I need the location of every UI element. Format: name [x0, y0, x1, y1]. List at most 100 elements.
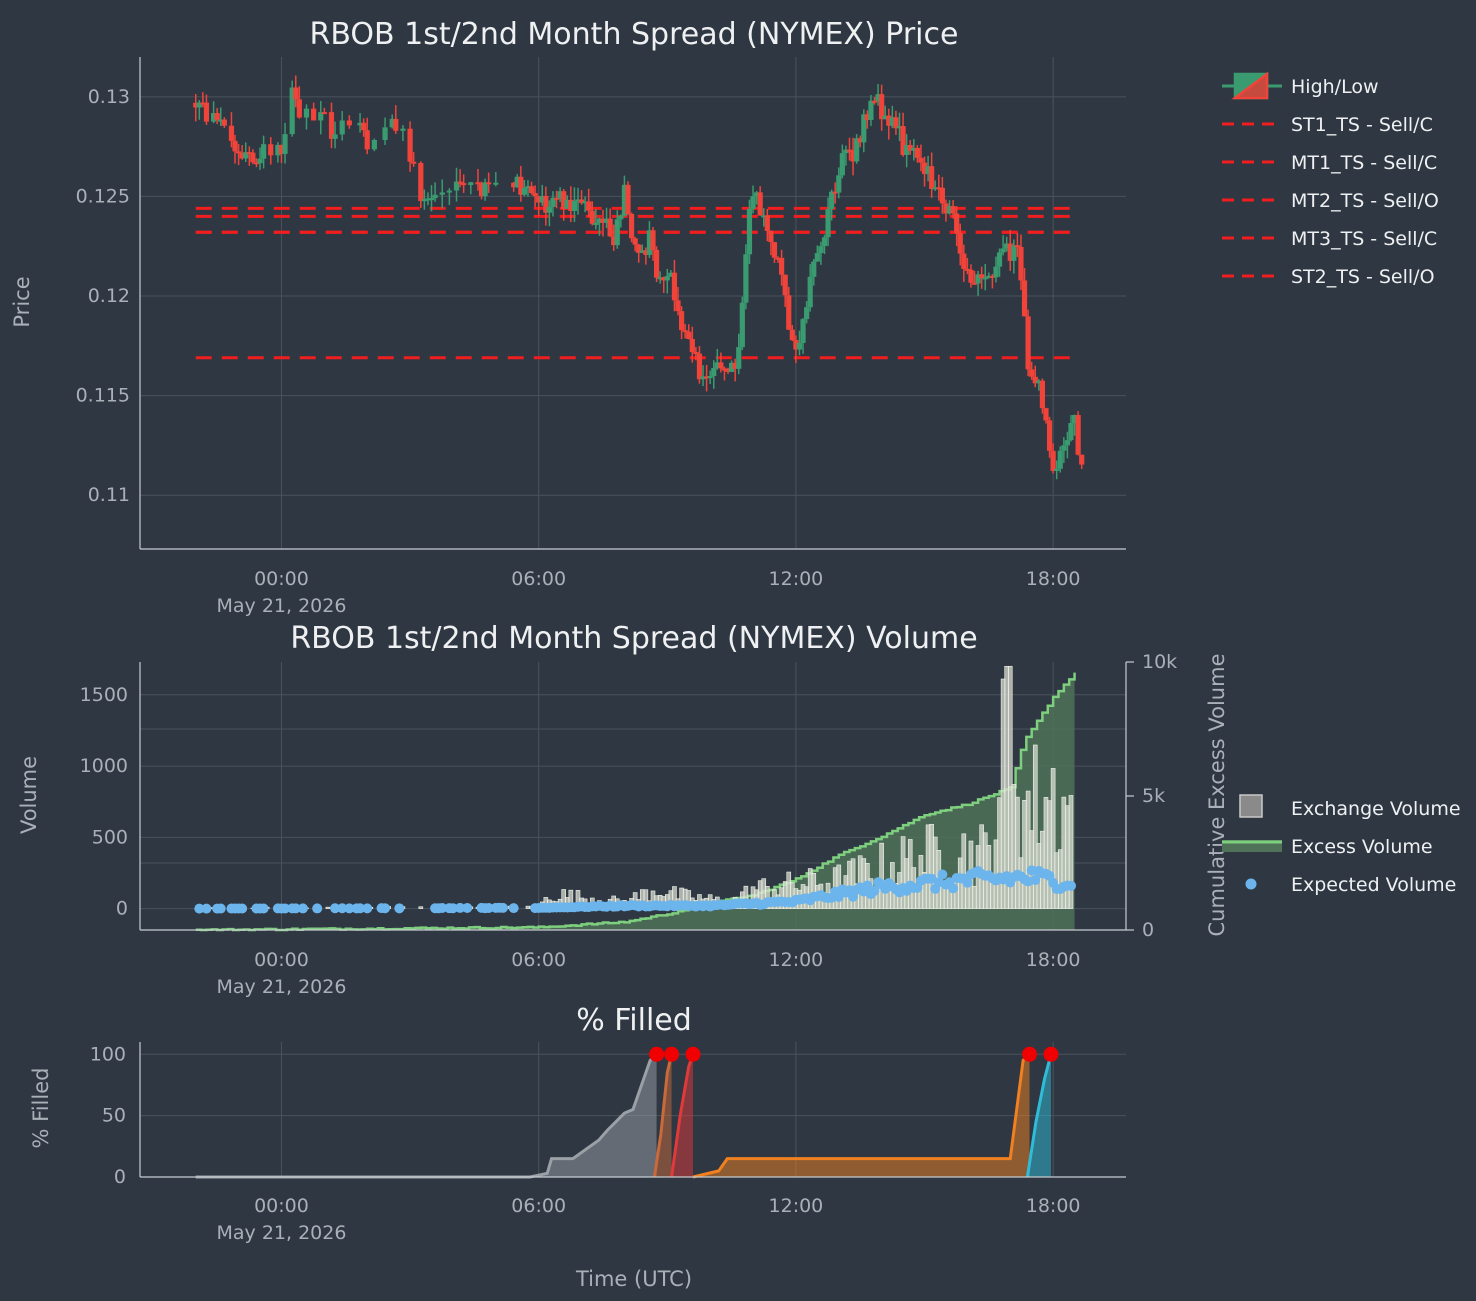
expected-volume-point — [237, 903, 247, 913]
y-tick-label: 1500 — [80, 684, 128, 706]
candle-body — [915, 148, 920, 158]
x-tick-label: 18:00 — [1026, 568, 1081, 590]
candle-body — [993, 267, 998, 278]
candle-body — [918, 158, 923, 163]
candle-body — [615, 219, 620, 245]
y-tick-label: 0.13 — [88, 86, 130, 108]
filled-y-axis-label: % Filled — [29, 1068, 53, 1149]
candle-body — [1054, 469, 1059, 471]
candle-body — [608, 219, 613, 237]
legend-item-expected-volume[interactable]: Expected Volume — [1246, 874, 1457, 896]
candle-body — [625, 185, 630, 214]
candle-body — [522, 188, 527, 195]
candle-body — [400, 129, 405, 131]
candle-body — [1061, 445, 1066, 450]
y-tick-label: 0 — [116, 898, 128, 920]
candle-body — [1051, 451, 1056, 471]
candle-body — [618, 216, 623, 220]
candle-body — [822, 237, 827, 246]
x-tick-label: 00:00 — [254, 568, 309, 590]
candle-body — [697, 354, 702, 380]
candle-body — [1068, 423, 1073, 440]
filled-end-marker — [664, 1047, 679, 1062]
candle-body — [1065, 440, 1070, 445]
candle-body — [654, 250, 659, 278]
legend-item-st2[interactable]: ST2_TS - Sell/O — [1222, 266, 1435, 288]
candle-body — [879, 94, 884, 119]
candle-body — [765, 215, 770, 231]
candle-body — [954, 214, 959, 234]
legend-label-excess-volume: Excess Volume — [1291, 836, 1433, 858]
candle-body — [711, 368, 716, 376]
legend-item-high-low[interactable]: High/Low — [1222, 74, 1379, 98]
candle-body — [968, 270, 973, 283]
candle-body — [468, 182, 473, 185]
candle-body — [1058, 451, 1063, 469]
candle-body — [718, 362, 723, 368]
candle-body — [665, 276, 670, 280]
x-tick-label: 18:00 — [1026, 1195, 1081, 1217]
x-tick-label: 06:00 — [511, 1195, 566, 1217]
candle-body — [672, 273, 677, 301]
candle-body — [811, 262, 816, 277]
expected-volume-point — [462, 903, 472, 913]
filled-chart-title: % Filled — [576, 1003, 692, 1038]
candle-body — [483, 182, 488, 196]
y2-tick-label: 5k — [1142, 785, 1165, 807]
candle-body — [686, 332, 691, 339]
y-tick-label: 500 — [92, 826, 128, 848]
legend-item-exchange-volume[interactable]: Exchange Volume — [1240, 795, 1461, 820]
candle-body — [365, 130, 370, 149]
price-chart-title: RBOB 1st/2nd Month Spread (NYMEX) Price — [310, 17, 959, 52]
x-tick-label: 12:00 — [769, 568, 824, 590]
candle-body — [804, 307, 809, 319]
legend-item-mt1[interactable]: MT1_TS - Sell/C — [1222, 152, 1437, 174]
candle-body — [750, 196, 755, 209]
expected-volume-point — [509, 903, 519, 913]
candle-body — [675, 300, 680, 311]
candle-body — [808, 277, 813, 307]
candle-body — [1026, 316, 1031, 369]
candle-body — [650, 230, 655, 250]
candle-body — [429, 198, 434, 200]
candle-body — [629, 214, 634, 238]
y2-tick-label: 10k — [1142, 651, 1177, 673]
candle-body — [958, 233, 963, 253]
legend-item-mt2[interactable]: MT2_TS - Sell/O — [1222, 190, 1439, 212]
legend-item-mt3[interactable]: MT3_TS - Sell/C — [1222, 228, 1437, 250]
volume-y-axis-label: Volume — [17, 756, 41, 834]
volume-y2-axis-label: Cumulative Excess Volume — [1205, 654, 1229, 937]
candle-body — [815, 253, 820, 262]
y-tick-label: 0.115 — [76, 385, 130, 407]
exchange-volume-bar — [419, 907, 423, 909]
candle-body — [1047, 420, 1052, 450]
y-tick-label: 0 — [114, 1166, 126, 1188]
candle-body — [1076, 415, 1081, 455]
candle-body — [868, 101, 873, 120]
candle-body — [493, 183, 498, 185]
legend-item-st1[interactable]: ST1_TS - Sell/C — [1222, 114, 1433, 136]
x-tick-label: 12:00 — [769, 1195, 824, 1217]
volume-chart-title: RBOB 1st/2nd Month Spread (NYMEX) Volume — [290, 621, 977, 656]
candle-body — [758, 192, 763, 215]
y-tick-label: 0.11 — [88, 484, 130, 506]
candle-body — [779, 258, 784, 275]
candle-body — [1022, 280, 1027, 316]
candle-body — [743, 254, 748, 302]
candle-body — [783, 275, 788, 296]
filled-x-axis-label: Time (UTC) — [575, 1267, 692, 1291]
volume-legend: Exchange Volume Excess Volume Expected V… — [1222, 795, 1461, 896]
candle-body — [940, 188, 945, 204]
candle-body — [708, 376, 713, 378]
candle-body — [432, 195, 437, 198]
candle-body — [257, 159, 262, 164]
legend-item-excess-volume[interactable]: Excess Volume — [1222, 836, 1433, 858]
price-legend: High/Low ST1_TS - Sell/C MT1_TS - Sell/C… — [1222, 74, 1439, 288]
x-tick-date: May 21, 2026 — [217, 595, 347, 617]
